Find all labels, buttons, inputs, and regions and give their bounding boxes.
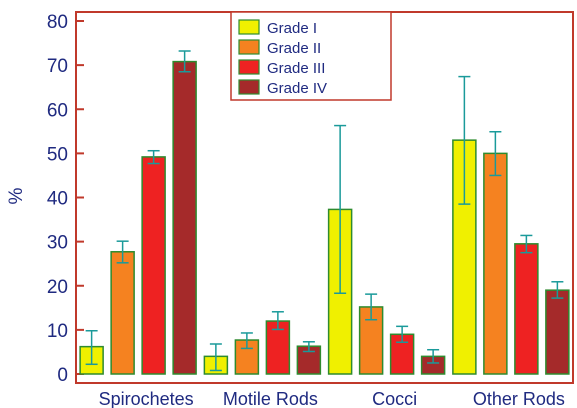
bar bbox=[172, 60, 197, 375]
legend-label: Grade I bbox=[267, 20, 317, 37]
bar bbox=[141, 156, 166, 375]
y-axis-ticks: 0 10 20 30 40 50 60 70 80 bbox=[47, 12, 84, 386]
legend-swatch bbox=[238, 39, 260, 55]
bar bbox=[483, 152, 508, 375]
category-label: Other Rods bbox=[473, 389, 565, 408]
y-tick-label: 70 bbox=[47, 56, 68, 77]
legend-label: Grade III bbox=[267, 60, 325, 77]
legend-swatch bbox=[238, 79, 260, 95]
y-axis-label: % bbox=[6, 187, 27, 204]
y-tick-label: 20 bbox=[47, 277, 68, 298]
bar bbox=[110, 251, 135, 375]
bar bbox=[545, 289, 570, 375]
y-tick-label: 60 bbox=[47, 100, 68, 121]
error-bars-layer bbox=[85, 50, 564, 372]
category-label: Spirochetes bbox=[99, 389, 194, 408]
y-tick-label: 10 bbox=[47, 321, 68, 342]
y-tick-label: 40 bbox=[47, 189, 68, 210]
y-tick-label: 50 bbox=[47, 144, 68, 165]
category-labels: Spirochetes Motile Rods Cocci Other Rods bbox=[99, 389, 565, 408]
legend-swatch bbox=[238, 19, 260, 35]
legend-swatch bbox=[238, 59, 260, 75]
bar bbox=[514, 243, 539, 375]
legend-label: Grade IV bbox=[267, 80, 327, 97]
y-tick-label: 80 bbox=[47, 12, 68, 33]
y-tick-label: 30 bbox=[47, 233, 68, 254]
category-label: Cocci bbox=[372, 389, 417, 408]
bars-layer bbox=[79, 60, 570, 375]
y-tick-label: 0 bbox=[57, 365, 68, 386]
category-label: Motile Rods bbox=[223, 389, 318, 408]
legend-label: Grade II bbox=[267, 40, 321, 57]
legend: Grade I Grade II Grade III Grade IV bbox=[230, 11, 392, 101]
